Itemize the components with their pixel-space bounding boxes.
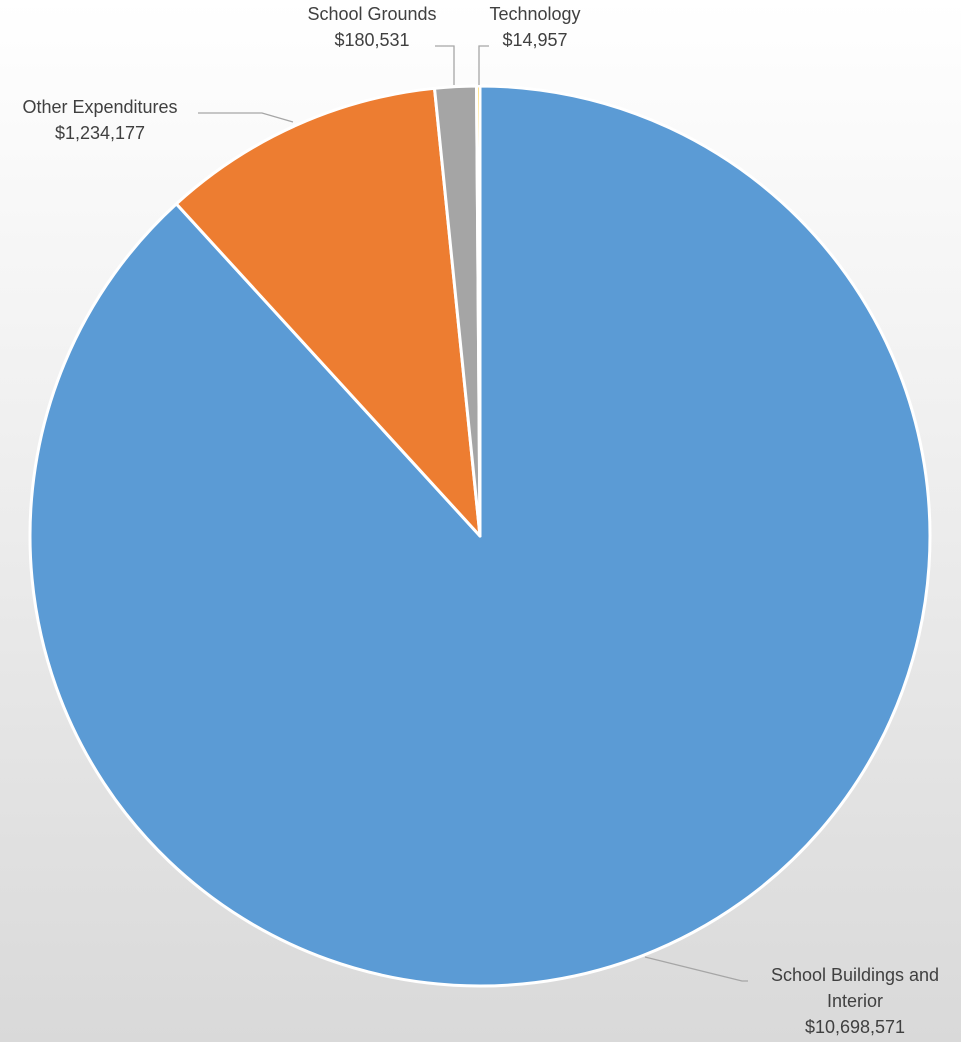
data-label-school-grounds: School Grounds $180,531 xyxy=(307,4,436,50)
data-label-value: $1,234,177 xyxy=(55,123,145,143)
data-label-category: School Buildings and xyxy=(771,965,939,985)
data-label-category: Technology xyxy=(489,4,580,24)
pie-slices xyxy=(28,84,932,988)
data-label-category: School Grounds xyxy=(307,4,436,24)
leader-line-technology xyxy=(478,45,489,85)
leader-line-school-buildings-and-interior xyxy=(644,956,748,982)
data-label-technology: Technology $14,957 xyxy=(489,4,580,50)
leader-lines xyxy=(198,45,748,982)
pie-slice-technology xyxy=(475,84,482,538)
data-label-value: $10,698,571 xyxy=(805,1017,905,1037)
data-label-value: $14,957 xyxy=(502,30,567,50)
data-label-category: Interior xyxy=(827,991,883,1011)
data-label-value: $180,531 xyxy=(334,30,409,50)
data-labels: School Buildings and Interior $10,698,571 O… xyxy=(22,4,939,1037)
data-label-category: Other Expenditures xyxy=(22,97,177,117)
leader-line-school-grounds xyxy=(435,45,455,85)
pie-slice-other-expenditures xyxy=(174,86,482,538)
data-label-school-buildings-and-interior: School Buildings and Interior $10,698,571 xyxy=(771,965,939,1037)
leader-line-other-expenditures xyxy=(198,112,294,123)
data-label-other-expenditures: Other Expenditures $1,234,177 xyxy=(22,97,177,143)
